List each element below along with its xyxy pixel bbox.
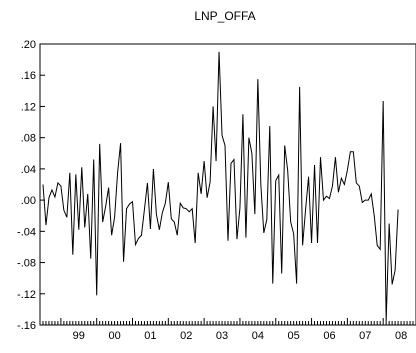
x-tick-label: 08 <box>395 330 407 342</box>
x-tick-label: 01 <box>144 330 156 342</box>
y-tick-label: -.08 <box>17 258 36 270</box>
x-tick-label: 06 <box>323 330 335 342</box>
y-tick-label: .16 <box>21 70 36 82</box>
x-tick-label: 05 <box>288 330 300 342</box>
x-tick-label: 04 <box>252 330 264 342</box>
chart-title: LNP_OFFA <box>194 9 255 23</box>
series-group <box>42 51 399 322</box>
x-tick-label: 07 <box>359 330 371 342</box>
x-axis: 99 00 01 02 03 04 05 06 07 08 <box>42 318 416 342</box>
y-tick-label: -.12 <box>17 289 36 301</box>
y-tick-label: -.04 <box>17 226 36 238</box>
x-tick-label: 02 <box>180 330 192 342</box>
y-tick-label: .04 <box>21 164 36 176</box>
x-tick-label: 03 <box>216 330 228 342</box>
y-axis: .20 .16 .12 .08 .04 .00 -.04 -.08 -.12 -.16 <box>17 39 45 332</box>
y-tick-label: -.16 <box>17 320 36 332</box>
x-tick-label: 99 <box>73 330 85 342</box>
series-line <box>42 51 399 322</box>
y-tick-label: .12 <box>21 101 36 113</box>
y-tick-label: .20 <box>21 39 36 51</box>
y-tick-label: .00 <box>21 195 36 207</box>
x-tick-label: 00 <box>108 330 120 342</box>
y-tick-label: .08 <box>21 133 36 145</box>
